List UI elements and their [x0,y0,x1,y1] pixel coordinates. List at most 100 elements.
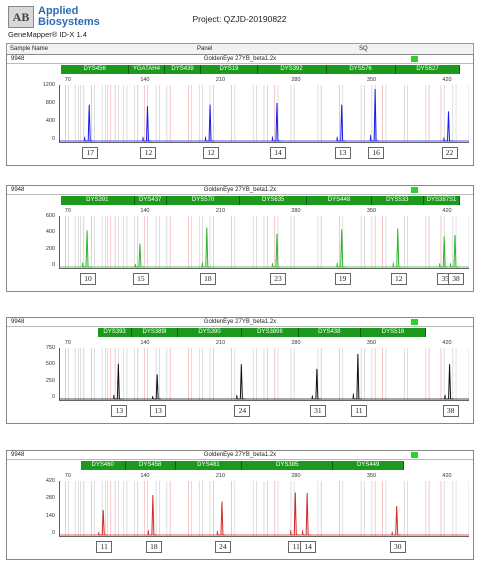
locus-label[interactable]: DYS449 [333,461,405,470]
allele-call-label[interactable]: 30 [389,541,406,553]
locus-label[interactable]: DYS458 [125,461,176,470]
allele-call-label[interactable]: 31 [309,405,326,417]
allele-call-label[interactable]: 16 [368,147,385,159]
bp-tick-label: 70 [64,473,71,479]
allele-call-label[interactable]: 10 [80,273,97,285]
allele-call-label[interactable]: 17 [82,147,99,159]
bp-tick-label: 350 [366,340,377,346]
locus-label[interactable]: DYS385 [242,461,334,470]
brand-line-1: Applied [38,5,79,17]
quality-flag-icon [411,187,418,193]
stutter-peak [134,264,137,268]
locus-label[interactable]: DYS391 [61,196,135,205]
electropherogram-plot[interactable] [59,216,469,269]
y-tick-label: 0 [51,530,55,536]
locus-label[interactable]: DYS390 [177,328,243,337]
allele-call-label[interactable]: 12 [140,147,157,159]
bp-tick-label: 140 [140,77,150,83]
electropherogram-panel: 9948 GoldenEye 27YB_beta1.2x DYS460 DYS45… [6,450,474,560]
bp-tick-label: 420 [442,77,452,83]
allele-call-label[interactable]: 22 [441,147,458,159]
allele-call-label[interactable]: 24 [234,405,251,417]
electropherogram-plot[interactable] [59,348,469,401]
stutter-peak [289,529,292,536]
y-tick-label: 140 [45,512,55,519]
stutter-peak [204,136,207,142]
peak [272,233,281,268]
allele-call-label[interactable]: 24 [214,541,231,553]
allele-call-label[interactable]: 38 [442,405,459,417]
y-tick-label: 420 [45,478,55,484]
stutter-peak [336,262,339,268]
panel-header: Panel [197,46,213,52]
trace-svg [59,85,469,143]
peak [393,228,402,268]
allele-call-label[interactable]: 14 [300,541,317,553]
bp-tick-label: 140 [140,208,150,214]
kit-name: GoldenEye 27YB_beta1.2x [203,187,277,193]
electropherogram-plot[interactable] [59,481,469,537]
bp-tick-label: 280 [291,208,301,214]
locus-label[interactable]: DYS439 [164,65,202,74]
bp-tick-label: 420 [442,340,452,346]
allele-call-label[interactable]: 18 [145,541,162,553]
sample-name-header: Sample Name [10,46,49,52]
electropherogram-plot[interactable] [59,85,469,143]
bp-tick-label: 210 [215,340,226,346]
allele-call-label[interactable]: 19 [334,273,351,285]
locus-label[interactable]: DYS393 [97,328,133,337]
allele-call-label[interactable]: 13 [111,405,128,417]
sample-id: 9948 [11,319,25,325]
locus-label[interactable]: DYS389II [242,328,299,337]
locus-label[interactable]: DYS481 [175,461,243,470]
panel-title-bar: 9948 GoldenEye 27YB_beta1.2x [7,451,473,460]
locus-label[interactable]: DYS576 [326,65,396,74]
allele-call-label[interactable]: 38 [447,273,464,285]
locus-label[interactable]: YGATAH4 [129,65,165,74]
allele-call-label[interactable]: 11 [350,405,367,417]
allele-call-label[interactable]: 14 [269,147,286,159]
allele-call-label[interactable]: 13 [150,405,167,417]
allele-call-label[interactable]: 23 [269,273,286,285]
locus-label[interactable]: DYS460 [80,461,126,470]
locus-label[interactable]: DYS389I [132,328,178,337]
bp-tick-label: 210 [215,208,226,214]
locus-label[interactable]: DYS518 [361,328,426,337]
allele-call-label[interactable]: 18 [199,273,216,285]
y-tick-label: 280 [45,495,55,502]
allele-call-label[interactable]: 15 [132,273,149,285]
locus-label[interactable]: DYS437 [134,196,167,205]
locus-label[interactable]: DYS448 [307,196,372,205]
sample-id: 9948 [11,187,25,193]
locus-label[interactable]: DYS392 [257,65,327,74]
y-tick-label: 200 [45,245,55,252]
allele-call-label[interactable]: 11 [96,541,113,553]
allele-call-label[interactable]: 12 [390,273,407,285]
allele-call-label[interactable]: 13 [334,147,351,159]
electropherogram-panel: 9948 GoldenEye 27YB_beta1.2x DYS391 DYS43… [6,185,474,292]
y-tick-label: 600 [45,213,55,219]
stutter-peak [271,262,274,268]
stutter-peak [271,136,274,142]
bp-tick-label: 140 [140,340,150,346]
y-tick-label: 0 [51,136,55,142]
peak [445,364,454,400]
locus-label[interactable]: DYS19 [201,65,258,74]
y-tick-label: 250 [45,377,55,384]
bp-tick-label: 350 [366,77,377,83]
brand-line-2: Biosystems [38,16,100,28]
locus-label[interactable]: DYS456 [61,65,130,74]
locus-label[interactable]: DYS570 [166,196,241,205]
stutter-peak [336,136,339,142]
stutter-peak [391,531,394,536]
plot-axis [59,216,469,269]
stutter-peak [311,395,314,400]
peak [392,505,401,536]
locus-label[interactable]: DYS387S1 [423,196,461,205]
locus-label[interactable]: DYS627 [395,65,461,74]
locus-label[interactable]: DYS438 [298,328,362,337]
allele-call-label[interactable]: 12 [203,147,220,159]
trace-svg [59,216,469,269]
locus-label[interactable]: DYS533 [371,196,424,205]
locus-label[interactable]: DYS635 [240,196,308,205]
